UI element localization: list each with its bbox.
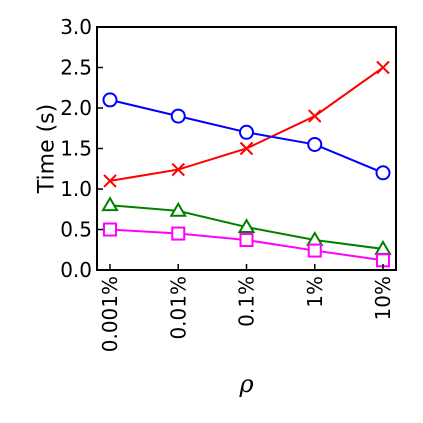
data-point (170, 108, 186, 124)
data-point (103, 174, 117, 188)
y-tick-label: 2.0 (60, 96, 92, 120)
x-axis-title: ρ (238, 370, 253, 398)
x-tick-label: 0.001% (98, 276, 122, 352)
data-point (239, 141, 254, 156)
x-tick-label: 0.1% (235, 276, 259, 327)
plot-marks (101, 60, 392, 268)
y-tick-label: 3.0 (60, 15, 92, 39)
data-point (169, 201, 187, 217)
data-point (171, 226, 186, 241)
data-point (307, 136, 323, 152)
data-point (307, 243, 322, 258)
y-axis: 0.0 0.5 1.0 1.5 2.0 2.5 3.0 (60, 15, 103, 282)
data-point (171, 162, 185, 177)
data-point (239, 233, 254, 248)
x-tick-label: 0.01% (166, 276, 190, 340)
y-axis-title: Time (s) (35, 104, 60, 194)
series-1 (102, 92, 391, 181)
series-line (109, 66, 384, 182)
y-tick-label: 0.0 (60, 258, 92, 282)
y-tick-label: 2.5 (60, 56, 92, 80)
marker-stroke (376, 60, 390, 75)
y-tick-label: 0.5 (60, 218, 92, 242)
x-tick-label: 1% (303, 276, 327, 308)
x-axis: 0.001% 0.01% 0.1% 1% 10% (98, 264, 395, 352)
data-point (103, 222, 117, 237)
data-point (102, 92, 118, 108)
data-point (376, 60, 390, 75)
series-2 (101, 196, 392, 255)
data-point (239, 124, 254, 140)
data-point (101, 196, 119, 212)
x-tick-label: 10% (371, 276, 395, 320)
y-tick-label: 1.0 (60, 177, 92, 201)
marker-stroke (239, 141, 254, 156)
data-point (237, 218, 256, 233)
y-tick-label: 1.5 (60, 137, 92, 161)
marker-stroke (308, 109, 322, 123)
data-point (375, 165, 391, 181)
data-point (308, 109, 322, 123)
marker-stroke (171, 162, 185, 177)
series-0 (103, 60, 390, 188)
marker-stroke (103, 174, 117, 188)
